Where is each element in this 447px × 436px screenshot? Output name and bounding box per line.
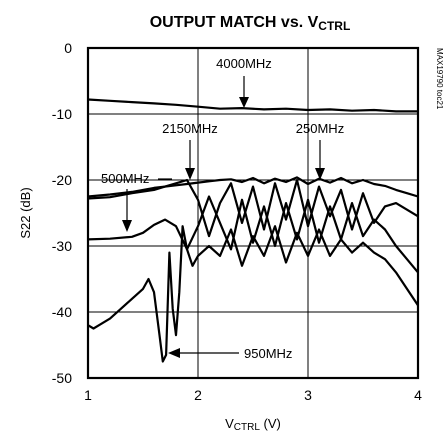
y-tick-label: -30 [52, 238, 72, 254]
series-line-500mhz [87, 195, 419, 274]
arrowhead-2150mhz [185, 168, 195, 180]
arrowhead-500mhz [122, 220, 132, 232]
x-axis-label: VCTRL (V) [225, 416, 281, 433]
x-tick-label: 4 [414, 387, 422, 403]
series-line-950mhz [87, 225, 419, 363]
y-tick-label: 0 [64, 40, 72, 56]
series-label-950mhz: 950MHz [244, 346, 292, 361]
series-label-250mhz: 250MHz [296, 121, 344, 136]
x-tick-label: 1 [84, 387, 92, 403]
annotations: 4000MHz 2150MHz 250MHz 500MHz 950MHz [101, 56, 344, 361]
arrowhead-250mhz [315, 168, 325, 180]
x-tick-labels: 1 2 3 4 [84, 387, 422, 403]
arrowhead-950mhz [168, 348, 180, 358]
y-tick-label: -50 [52, 370, 72, 386]
series-line-250mhz [87, 176, 419, 198]
series-lines [87, 98, 419, 363]
y-tick-label: -20 [52, 172, 72, 188]
arrowhead-4000mhz [239, 97, 249, 108]
chart-title: OUTPUT MATCH vs. VCTRL [150, 14, 351, 33]
x-tick-label: 2 [194, 387, 202, 403]
series-label-4000mhz: 4000MHz [216, 56, 272, 71]
y-axis-label: S22 (dB) [18, 187, 33, 238]
series-label-500mhz: 500MHz [101, 171, 149, 186]
figure-code: MAX19790 toc21 [435, 48, 444, 110]
grid [88, 48, 418, 378]
series-line-2150mhz [87, 178, 419, 238]
y-tick-label: -10 [52, 106, 72, 122]
plot-frame [86, 46, 420, 380]
series-line-4000mhz [87, 98, 418, 113]
y-tick-labels: 0 -10 -20 -30 -40 -50 [52, 40, 72, 386]
series-label-2150mhz: 2150MHz [162, 121, 218, 136]
y-tick-label: -40 [52, 304, 72, 320]
x-tick-label: 3 [304, 387, 312, 403]
